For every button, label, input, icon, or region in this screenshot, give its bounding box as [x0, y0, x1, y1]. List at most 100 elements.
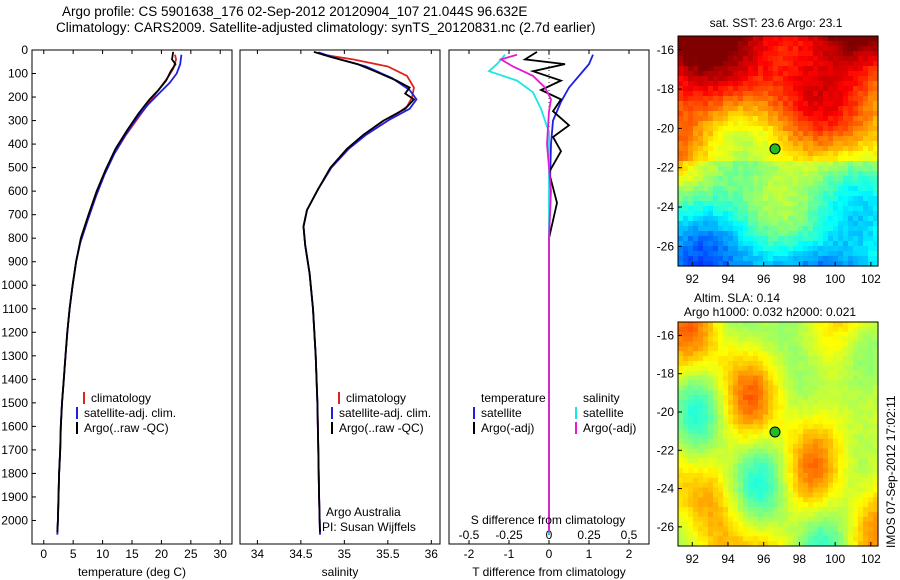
map-cell: [768, 231, 774, 237]
map-cell: [848, 380, 854, 386]
map-cell: [783, 261, 789, 267]
map-cell: [808, 96, 814, 102]
map-cell: [823, 380, 829, 386]
map-cell: [713, 336, 719, 343]
map-cell: [863, 111, 869, 117]
map-cell: [738, 181, 744, 187]
map-cell: [723, 191, 729, 197]
map-cell: [853, 61, 859, 67]
map-cell: [818, 497, 824, 503]
map-cell: [773, 351, 779, 357]
map-cell: [843, 322, 849, 328]
map-cell: [873, 492, 879, 498]
map-cell: [743, 56, 749, 62]
map-cell: [813, 453, 819, 459]
map-cell: [678, 511, 684, 518]
map-cell: [678, 216, 684, 222]
map-cell: [798, 61, 804, 67]
map-cell: [858, 482, 864, 489]
map-cell: [693, 61, 699, 67]
map-cell: [718, 151, 724, 157]
map-cell: [783, 241, 789, 247]
map-cell: [678, 507, 684, 513]
map-cell: [718, 96, 724, 102]
map-cell: [818, 51, 824, 57]
map-cell: [793, 468, 799, 474]
map-cell: [728, 380, 734, 386]
map-cell: [858, 395, 864, 401]
map-cell: [728, 221, 734, 227]
map-cell: [873, 404, 879, 411]
map-cell: [798, 121, 804, 127]
map-cell: [768, 116, 774, 122]
map-cell: [743, 507, 749, 513]
map-cell: [818, 346, 824, 352]
map-cell: [733, 531, 739, 537]
map-cell: [708, 171, 714, 177]
map-cell: [768, 385, 774, 391]
map-cell: [823, 231, 829, 237]
map-cell: [693, 502, 699, 508]
map-cell: [853, 41, 859, 47]
map-cell: [823, 507, 829, 513]
map-cell: [728, 196, 734, 202]
map-cell: [828, 356, 834, 362]
map-cell: [733, 231, 739, 237]
map-cell: [803, 146, 809, 152]
map-cell: [793, 497, 799, 503]
map-cell: [808, 131, 814, 137]
map-cell: [808, 186, 814, 192]
map-cell: [728, 370, 734, 377]
map-cell: [863, 497, 869, 503]
map-cell: [848, 438, 854, 445]
salinity-tick-label: 34: [251, 547, 265, 561]
map-cell: [848, 331, 854, 338]
map-cell: [723, 261, 729, 267]
map-cell: [703, 346, 709, 352]
map-cell: [853, 438, 859, 445]
map-cell: [703, 541, 709, 547]
map-cell: [833, 166, 839, 172]
map-cell: [763, 360, 769, 367]
map-cell: [738, 477, 744, 484]
map-cell: [683, 409, 689, 416]
map-cell: [873, 56, 879, 62]
map-cell: [678, 360, 684, 367]
map-cell: [768, 91, 774, 97]
map-cell: [863, 261, 869, 267]
map-cell: [858, 131, 864, 137]
map-cell: [683, 365, 689, 372]
map-cell: [678, 395, 684, 401]
map-cell: [788, 468, 794, 474]
map-cell: [733, 191, 739, 197]
map-cell: [778, 96, 784, 102]
map-cell: [803, 331, 809, 338]
map-cell: [813, 541, 819, 547]
map-cell: [813, 434, 819, 440]
map-cell: [678, 482, 684, 489]
map-cell: [763, 216, 769, 222]
map-cell: [728, 121, 734, 127]
map-cell: [823, 356, 829, 362]
map-cell: [838, 434, 844, 440]
map-cell: [823, 161, 829, 167]
map-cell: [693, 356, 699, 362]
map-cell: [843, 536, 849, 542]
map-cell: [703, 121, 709, 127]
map-cell: [768, 221, 774, 227]
map-cell: [833, 236, 839, 242]
salinity-xlabel: salinity: [322, 565, 359, 579]
map-cell: [803, 51, 809, 57]
s-difference-tick-label: 0: [546, 528, 553, 542]
map-cell: [708, 96, 714, 102]
map-cell: [783, 477, 789, 484]
map-cell: [698, 356, 704, 362]
map-cell: [743, 251, 749, 257]
map-cell: [858, 261, 864, 267]
map-cell: [803, 429, 809, 435]
map-cell: [793, 492, 799, 498]
map-cell: [798, 176, 804, 182]
map-cell: [743, 216, 749, 222]
map-cell: [723, 380, 729, 386]
map-cell: [858, 497, 864, 503]
